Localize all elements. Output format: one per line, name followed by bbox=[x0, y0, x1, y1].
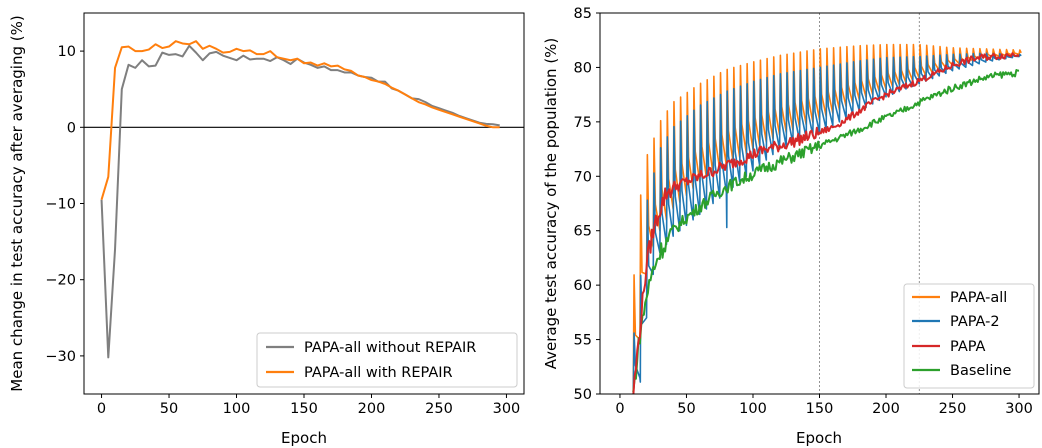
right-y-tick-label: 85 bbox=[574, 6, 592, 22]
left-y-tick-label: −30 bbox=[45, 349, 76, 365]
right-legend: PAPA-all PAPA-2 PAPA Baseline bbox=[903, 283, 1035, 389]
left-x-tick-label: 100 bbox=[223, 401, 251, 417]
right-legend-box bbox=[903, 283, 1035, 389]
left-x-tick-label: 150 bbox=[290, 401, 318, 417]
left-legend: PAPA-all without REPAIR PAPA-all with RE… bbox=[256, 332, 518, 388]
left-series-group bbox=[100, 40, 500, 359]
right-y-axis-ticks: 50 55 60 65 70 75 80 85 bbox=[574, 6, 600, 403]
right-x-axis-label: Epoch bbox=[796, 429, 842, 447]
left-x-tick-label: 200 bbox=[358, 401, 386, 417]
right-y-tick-label: 60 bbox=[574, 278, 592, 294]
right-legend-label-baseline: Baseline bbox=[950, 363, 1012, 379]
right-series-line-papa-all bbox=[632, 43, 1022, 394]
right-x-tick-label: 0 bbox=[615, 401, 624, 417]
right-y-axis-label: Average test accuracy of the population … bbox=[542, 38, 560, 370]
left-y-tick-label: −10 bbox=[45, 197, 76, 213]
right-y-tick-label: 75 bbox=[574, 115, 592, 131]
left-y-tick-label: 10 bbox=[58, 44, 76, 60]
left-y-tick-label: 0 bbox=[67, 120, 76, 136]
left-series-line-papa-all-with-repair bbox=[100, 40, 500, 200]
left-x-tick-label: 250 bbox=[425, 401, 453, 417]
left-chart: 0 50 100 150 200 250 300 −30 −20 −10 0 10 Epoch Me… bbox=[8, 12, 525, 447]
right-x-axis-ticks: 0 50 100 150 200 250 300 bbox=[615, 394, 1033, 417]
right-legend-label-papa-2: PAPA-2 bbox=[950, 314, 1000, 330]
right-x-tick-label: 300 bbox=[1005, 401, 1033, 417]
left-y-axis-label: Mean change in test accuracy after avera… bbox=[8, 15, 26, 391]
right-x-tick-label: 100 bbox=[739, 401, 767, 417]
right-y-tick-label: 80 bbox=[574, 60, 592, 76]
left-x-axis-ticks: 0 50 100 150 200 250 300 bbox=[97, 394, 520, 417]
right-y-tick-label: 70 bbox=[574, 169, 592, 185]
right-legend-label-papa-all: PAPA-all bbox=[950, 290, 1007, 306]
right-x-tick-label: 50 bbox=[677, 401, 695, 417]
right-legend-label-papa: PAPA bbox=[950, 339, 986, 355]
left-x-axis-label: Epoch bbox=[281, 429, 327, 447]
left-legend-label-papa-all-with-repair: PAPA-all with REPAIR bbox=[304, 365, 453, 381]
left-x-tick-label: 300 bbox=[493, 401, 521, 417]
left-y-axis-ticks: −30 −20 −10 0 10 bbox=[45, 44, 84, 365]
left-legend-box bbox=[256, 332, 518, 388]
left-x-tick-label: 0 bbox=[97, 401, 106, 417]
left-y-tick-label: −20 bbox=[45, 273, 76, 289]
right-x-tick-label: 150 bbox=[806, 401, 834, 417]
right-series-group bbox=[632, 43, 1022, 394]
right-x-tick-label: 200 bbox=[872, 401, 900, 417]
right-y-tick-label: 50 bbox=[574, 387, 592, 403]
right-y-tick-label: 65 bbox=[574, 224, 592, 240]
left-x-tick-label: 50 bbox=[160, 401, 178, 417]
left-legend-label-papa-all-without-repair: PAPA-all without REPAIR bbox=[304, 340, 476, 356]
right-chart: 0 50 100 150 200 250 300 50 55 60 65 70 75 80 85 Epoc… bbox=[542, 6, 1040, 447]
right-y-tick-label: 55 bbox=[574, 333, 592, 349]
right-x-tick-label: 250 bbox=[939, 401, 967, 417]
right-series-line-baseline bbox=[632, 68, 1020, 393]
left-series-line-papa-all-without-repair bbox=[100, 44, 500, 359]
right-series-line-papa bbox=[632, 52, 1020, 394]
